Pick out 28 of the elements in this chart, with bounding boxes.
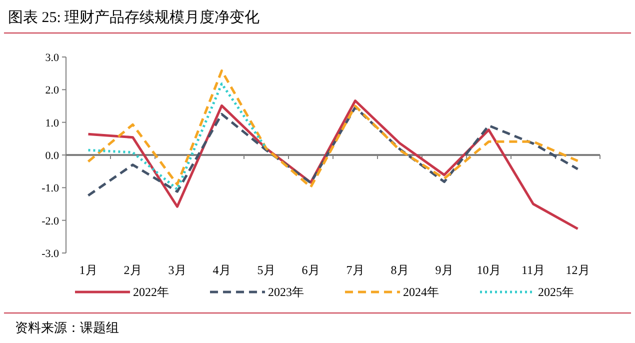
x-tick-label: 8月	[390, 263, 409, 277]
x-tick-label: 10月	[476, 263, 501, 277]
x-tick-label: 9月	[435, 263, 454, 277]
y-tick-label: 0.0	[45, 150, 60, 162]
y-tick-label: -3.0	[42, 248, 60, 260]
x-tick-label: 7月	[346, 263, 364, 277]
x-tick-label: 12月	[566, 263, 590, 277]
chart-title: 图表 25: 理财产品存续规模月度净变化	[8, 9, 260, 26]
x-tick-label: 6月	[302, 263, 320, 277]
line-series	[87, 106, 579, 197]
y-tick-label: 1.0	[45, 117, 60, 130]
x-tick-label: 4月	[212, 263, 231, 277]
line-series	[87, 69, 579, 188]
x-tick-label: 2月	[124, 263, 142, 277]
y-tick-label: 2.0	[45, 84, 60, 97]
legend-label: 2023年	[268, 285, 304, 299]
legend-label: 2025年	[538, 285, 574, 299]
y-tick-label: -2.0	[42, 215, 60, 228]
x-tick-label: 3月	[168, 263, 186, 277]
y-tick-label: -1.0	[42, 182, 60, 195]
x-tick-label: 1月	[79, 263, 98, 277]
legend-label: 2024年	[403, 285, 439, 299]
text: 资料来源：课题组	[15, 320, 119, 335]
legend-label: 2022年	[133, 285, 169, 299]
x-tick-label: 11月	[521, 263, 546, 277]
line-series	[87, 82, 268, 191]
y-tick-label: 3.0	[45, 52, 60, 64]
x-tick-label: 5月	[257, 263, 276, 277]
